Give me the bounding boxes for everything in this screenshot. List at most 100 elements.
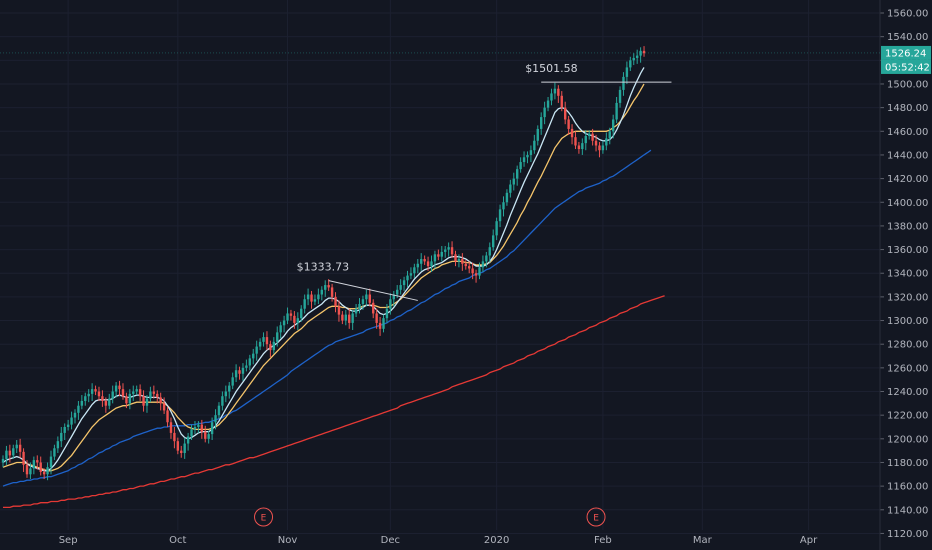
countdown-badge: [881, 59, 931, 74]
earnings-marker-label: E: [261, 514, 267, 524]
candle-down: [142, 396, 145, 406]
candle-up: [324, 285, 327, 290]
candle-up: [108, 398, 111, 406]
candle-down: [423, 259, 426, 262]
candle-up: [546, 100, 550, 108]
candle-up: [550, 93, 553, 101]
candle-up: [214, 415, 217, 423]
candle-up: [300, 308, 303, 319]
candle-down: [372, 302, 375, 314]
earnings-marker-label: E: [593, 514, 599, 524]
candle-down: [22, 451, 25, 465]
candle-up: [114, 385, 118, 392]
candle-up: [190, 429, 193, 437]
candle-down: [173, 432, 176, 442]
time-axis[interactable]: Sep Oct Nov Dec 2020 Feb Mar Apr: [59, 535, 818, 546]
candle-up: [447, 247, 450, 250]
candle-up: [15, 444, 18, 449]
candle-down: [471, 268, 474, 274]
candle-up: [128, 393, 132, 404]
candle-down: [437, 254, 440, 257]
candle-up: [282, 320, 286, 326]
candle-down: [159, 397, 162, 404]
candle-down: [152, 391, 156, 394]
price-annotation-label[interactable]: $1333.73: [297, 261, 350, 274]
candle-up: [32, 460, 36, 469]
candle-up: [12, 448, 15, 456]
y-tick-label: 1500.00: [887, 79, 928, 90]
y-tick-label: 1140.00: [887, 505, 928, 516]
candle-down: [200, 424, 204, 432]
candle-up: [498, 209, 502, 222]
candle-up: [358, 303, 361, 309]
candle-down: [642, 50, 646, 54]
candle-down: [125, 396, 128, 404]
candle-up: [488, 247, 491, 256]
candle-down: [567, 119, 570, 129]
candle-up: [618, 89, 622, 103]
candle-up: [409, 273, 413, 276]
candle-down: [464, 263, 467, 267]
price-annotation-label[interactable]: $1501.58: [525, 62, 578, 75]
candle-down: [375, 313, 378, 323]
candle-down: [574, 137, 577, 146]
earnings-marker-icon[interactable]: [586, 507, 606, 527]
earnings-marker-icon[interactable]: [254, 507, 274, 527]
candle-down: [591, 133, 594, 141]
candle-down: [468, 266, 471, 269]
moving-averages: [2, 67, 665, 509]
ma-line-long: [3, 295, 665, 509]
candle-up: [207, 434, 210, 439]
candle-up: [505, 192, 509, 203]
candle-up: [210, 422, 214, 435]
candle-down: [94, 389, 97, 392]
candle-down: [330, 287, 334, 297]
candle-up: [60, 432, 63, 442]
price-badges: 1526.24 05:52:42: [0, 45, 931, 74]
candle-up: [145, 398, 149, 406]
candle-up: [149, 391, 152, 399]
candle-down: [289, 313, 293, 316]
candle-up: [248, 358, 252, 366]
candle-up: [80, 400, 84, 406]
candle-up: [77, 405, 80, 413]
candle-up: [389, 299, 392, 309]
candle-up: [231, 377, 234, 386]
candle-up: [296, 318, 300, 323]
candle-up: [478, 267, 481, 276]
candle-up: [186, 436, 190, 444]
x-tick-label: Oct: [169, 535, 186, 546]
candle-up: [492, 235, 495, 248]
candle-down: [101, 396, 104, 401]
trend-line[interactable]: [328, 280, 418, 301]
candle-up: [625, 67, 629, 77]
candle-up: [344, 314, 347, 321]
candle-down: [118, 385, 121, 390]
candle-up: [183, 443, 186, 454]
candle-down: [426, 261, 430, 267]
candle-down: [156, 393, 159, 398]
candlesticks: [1, 46, 646, 481]
price-axis[interactable]: 1120.00 1140.00 1160.00 1180.00 1200.00 1220.…: [879, 0, 928, 550]
candle-up: [529, 150, 533, 155]
candle-up: [396, 289, 399, 295]
candle-up: [351, 313, 354, 323]
candle-down: [337, 306, 341, 315]
y-tick-label: 1460.00: [887, 127, 928, 138]
candle-down: [104, 400, 108, 406]
x-tick-label: Apr: [800, 535, 818, 546]
candle-up: [413, 267, 416, 274]
candle-down: [269, 344, 272, 351]
candle-up: [56, 441, 60, 449]
annotations[interactable]: $1333.73 $1501.58: [297, 62, 672, 301]
y-tick-label: 1340.00: [887, 269, 928, 280]
candle-up: [406, 275, 409, 281]
candle-up: [221, 396, 224, 406]
candle-up: [87, 393, 90, 397]
candle-down: [162, 403, 166, 411]
candle-down: [39, 462, 42, 472]
candle-up: [272, 341, 276, 351]
candle-up: [440, 251, 443, 257]
